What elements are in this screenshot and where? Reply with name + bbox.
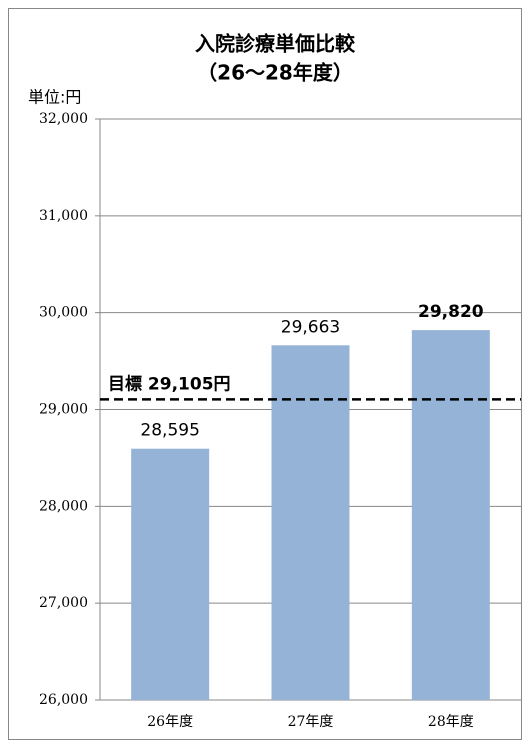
y-tick-label: 26,000: [39, 692, 88, 708]
bar: [131, 448, 210, 700]
chart-title: 入院診療単価比較: [195, 32, 356, 56]
x-tick-label: 26年度: [147, 714, 193, 730]
data-label: 29,663: [281, 317, 340, 337]
bar: [411, 330, 490, 700]
y-tick-label: 27,000: [39, 595, 88, 611]
data-label: 28,595: [140, 421, 199, 441]
y-tick-label: 29,000: [39, 402, 88, 418]
y-tick-label: 32,000: [39, 111, 88, 127]
bar: [271, 345, 350, 700]
y-tick-label: 31,000: [39, 208, 88, 224]
chart-subtitle: （26〜28年度）: [197, 61, 353, 85]
target-label: 目標 29,105円: [108, 373, 231, 394]
y-tick-label: 30,000: [39, 305, 88, 321]
unit-label: 単位:円: [28, 88, 81, 107]
x-tick-label: 27年度: [288, 714, 334, 730]
y-tick-label: 28,000: [39, 498, 88, 514]
x-tick-label: 28年度: [428, 714, 474, 730]
data-label: 29,820: [418, 302, 484, 322]
